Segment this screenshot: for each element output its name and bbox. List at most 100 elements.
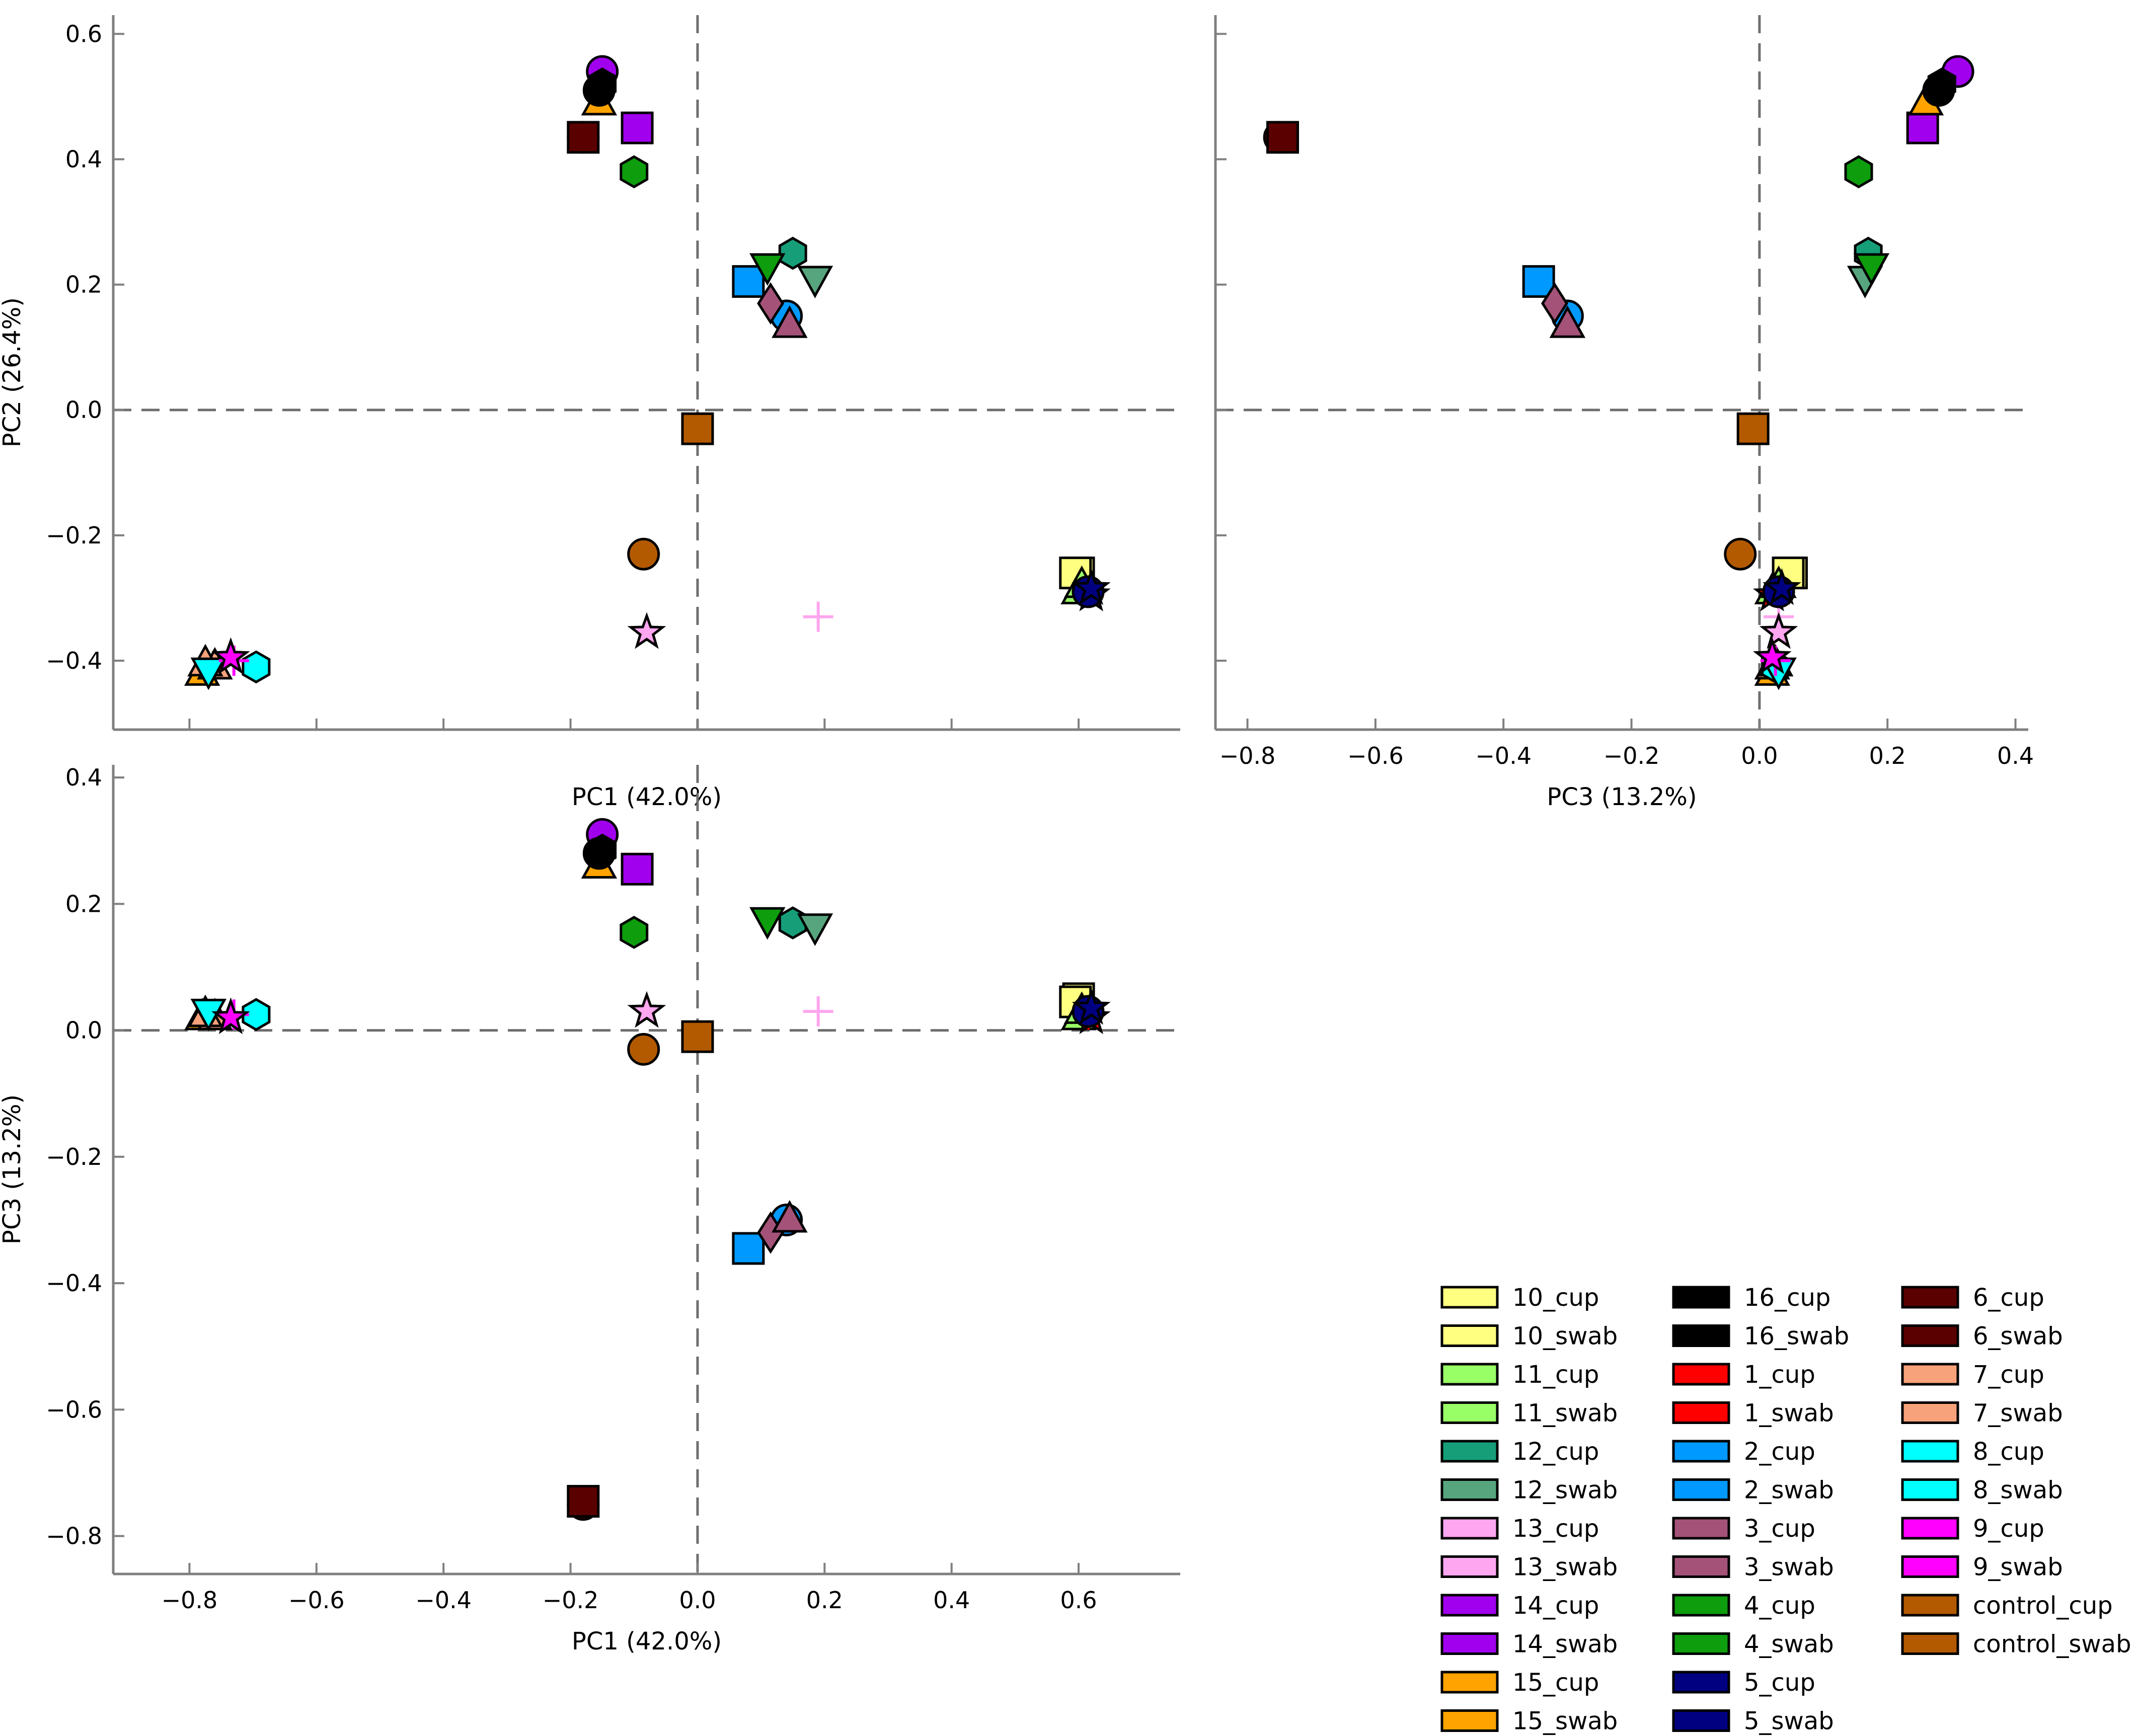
legend-swatch xyxy=(1440,1363,1499,1386)
legend-item: 11_swab xyxy=(1440,1399,1618,1428)
point-2_cup xyxy=(732,1232,765,1265)
legend-swatch xyxy=(1440,1401,1499,1424)
point-13_cup xyxy=(803,996,833,1027)
legend-item: 1_swab xyxy=(1672,1399,1834,1428)
legend-item: 5_cup xyxy=(1672,1669,1815,1697)
legend-swatch xyxy=(1901,1440,1959,1463)
legend-label: 12_cup xyxy=(1512,1438,1599,1466)
data-points xyxy=(184,55,1111,690)
panel-pc1_pc2: −0.4 −0.2 0.0 0.2 0.4 0.6 PC1 (42.0%) PC2 (26.4… xyxy=(0,15,1180,811)
legend-swatch xyxy=(1440,1632,1499,1655)
legend-label: 14_swab xyxy=(1512,1630,1618,1659)
legend-item: 6_swab xyxy=(1901,1322,2063,1351)
y-tick-label: 0.0 xyxy=(65,397,102,424)
x-tick-label: 0.0 xyxy=(1741,742,1778,769)
legend-item: 3_swab xyxy=(1672,1553,1834,1582)
y-tick-label: −0.6 xyxy=(46,1396,102,1423)
point-13_swab xyxy=(1759,612,1798,649)
y-tick-label: 0.2 xyxy=(65,271,102,298)
legend-swatch xyxy=(1440,1594,1499,1617)
legend-item: 12_swab xyxy=(1440,1476,1618,1505)
legend-label: control_cup xyxy=(1973,1592,2113,1620)
point-14_swab xyxy=(621,111,654,144)
panel-pc1_pc3: −0.8 −0.6 −0.4 −0.2 0.0 0.2 0.4 0.6 −0.8 −0.6 −0.4… xyxy=(0,764,1180,1655)
point-5_swab xyxy=(1762,568,1801,605)
legend-item: 15_cup xyxy=(1440,1669,1599,1697)
legend-item: 10_swab xyxy=(1440,1322,1618,1351)
x-tick-label: −0.8 xyxy=(162,1587,218,1614)
legend-item: 1_cup xyxy=(1672,1361,1815,1389)
legend-item: 4_swab xyxy=(1672,1630,1834,1659)
y-tick-label: −0.4 xyxy=(46,647,102,674)
point-16_swab xyxy=(588,833,617,867)
y-tick-label: 0.0 xyxy=(65,1017,102,1044)
legend-swatch xyxy=(1672,1401,1730,1424)
x-tick-label: 0.2 xyxy=(806,1587,843,1614)
legend-swatch xyxy=(1440,1709,1499,1732)
legend-swatch xyxy=(1672,1555,1730,1578)
point-3_cup xyxy=(757,282,785,325)
x-tick-label: 0.4 xyxy=(933,1587,970,1614)
x-tick-label: −0.6 xyxy=(1347,742,1404,769)
point-12_cup xyxy=(778,906,807,939)
legend-label: 2_swab xyxy=(1744,1476,1834,1505)
y-tick-label: 0.2 xyxy=(65,890,102,917)
legend-swatch xyxy=(1672,1440,1730,1463)
y-axis-label: PC2 (26.4%) xyxy=(0,297,26,447)
legend-item: 9_swab xyxy=(1901,1553,2063,1582)
point-3_swab xyxy=(772,1200,808,1233)
point-14_swab xyxy=(621,852,654,886)
point-4_cup xyxy=(620,155,649,189)
legend-swatch xyxy=(1901,1478,1959,1501)
point-8_cup xyxy=(242,650,271,684)
y-tick-label: 0.4 xyxy=(65,145,102,173)
legend-swatch xyxy=(1440,1478,1499,1501)
point-9_swab xyxy=(211,637,250,674)
legend-swatch xyxy=(1440,1286,1499,1309)
legend-swatch xyxy=(1440,1517,1499,1540)
x-tick-label: −0.4 xyxy=(1475,742,1532,769)
legend-swatch xyxy=(1901,1632,1959,1655)
legend-swatch xyxy=(1901,1286,1959,1309)
x-tick-label: −0.4 xyxy=(415,1587,472,1614)
legend-item: 16_cup xyxy=(1672,1284,1830,1312)
legend-label: 6_swab xyxy=(1973,1322,2063,1351)
legend-label: 3_swab xyxy=(1744,1553,1834,1582)
y-tick-label: 0.6 xyxy=(65,20,102,47)
point-2_cup xyxy=(732,265,765,298)
legend-swatch xyxy=(1440,1671,1499,1694)
data-points xyxy=(184,818,1111,1521)
legend-swatch xyxy=(1672,1632,1730,1655)
x-tick-label: −0.8 xyxy=(1219,742,1276,769)
legend-label: 7_cup xyxy=(1973,1361,2044,1389)
legend-label: 10_cup xyxy=(1512,1284,1599,1312)
x-axis-label: PC1 (42.0%) xyxy=(572,1627,722,1655)
legend-swatch xyxy=(1672,1594,1730,1617)
point-16_swab xyxy=(588,67,617,101)
legend-item: control_cup xyxy=(1901,1592,2113,1620)
legend-label: 1_cup xyxy=(1744,1361,1815,1389)
legend-item: 14_swab xyxy=(1440,1630,1618,1659)
legend-item: 8_cup xyxy=(1901,1438,2044,1466)
legend-swatch xyxy=(1440,1555,1499,1578)
legend-item: 10_cup xyxy=(1440,1284,1599,1312)
legend-label: 4_cup xyxy=(1744,1592,1815,1620)
legend-label: 13_swab xyxy=(1512,1553,1618,1582)
legend-label: 16_cup xyxy=(1744,1284,1830,1312)
legend-item: 8_swab xyxy=(1901,1476,2063,1505)
x-tick-label: 0.0 xyxy=(679,1587,716,1614)
legend-label: 5_cup xyxy=(1744,1669,1815,1697)
legend-item: 5_swab xyxy=(1672,1707,1834,1735)
legend-swatch xyxy=(1672,1363,1730,1386)
legend-item: 12_cup xyxy=(1440,1438,1599,1466)
point-12_swab xyxy=(797,266,833,298)
point-4_swab xyxy=(749,253,786,286)
point-control_swab xyxy=(1736,412,1770,445)
legend-label: 9_cup xyxy=(1973,1515,2044,1543)
legend-label: control_swab xyxy=(1973,1630,2131,1659)
x-tick-label: 0.2 xyxy=(1869,742,1906,769)
legend: 10_cup 10_swab 11_cup 11_swab 12_cup 12_swab 1… xyxy=(1440,1284,2131,1735)
data-points xyxy=(1263,55,1974,690)
point-control_cup xyxy=(627,537,660,571)
